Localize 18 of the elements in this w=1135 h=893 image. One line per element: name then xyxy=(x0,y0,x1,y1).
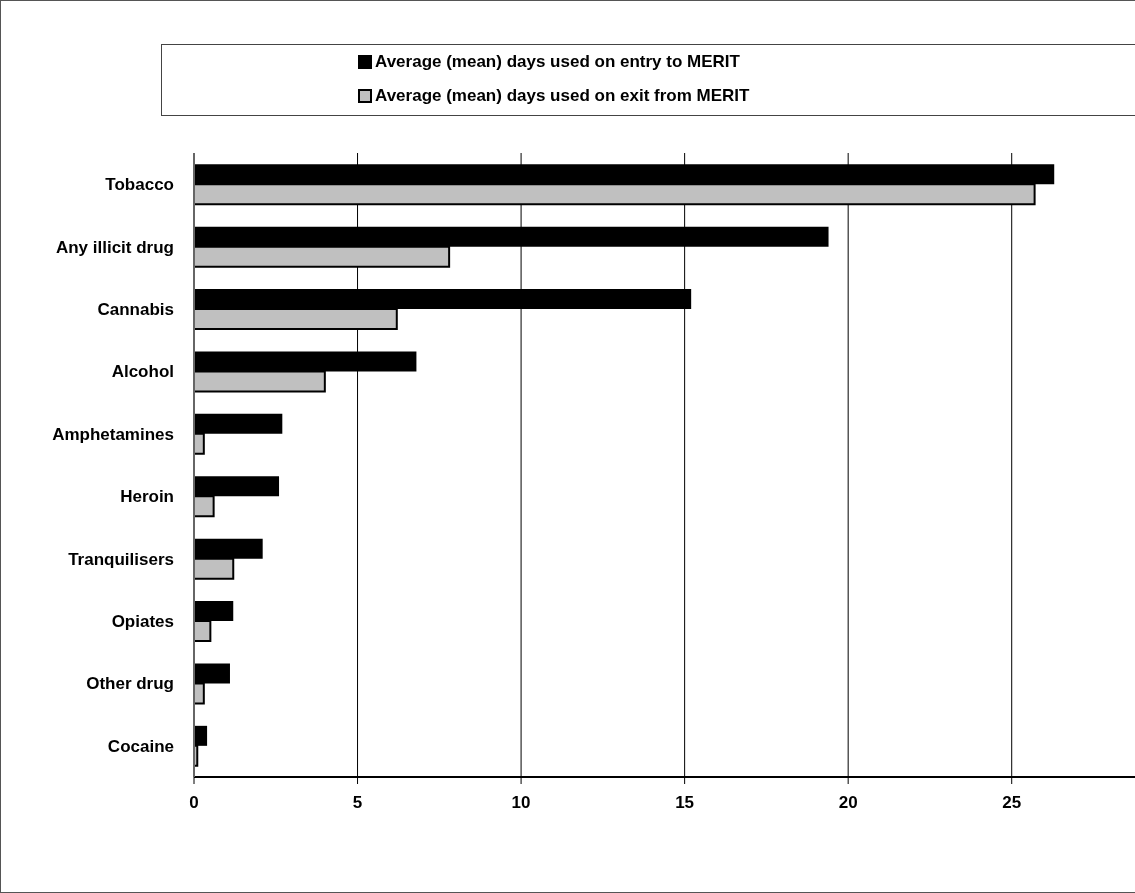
y-tick-label: Amphetamines xyxy=(52,424,174,444)
x-tick-label: 15 xyxy=(675,793,695,813)
y-tick-label: Heroin xyxy=(120,487,174,507)
y-tick-label: Opiates xyxy=(111,612,174,632)
x-tick-label: 25 xyxy=(1002,793,1022,813)
y-tick-label: Cocaine xyxy=(107,736,174,756)
y-tick-label: Alcohol xyxy=(111,362,174,382)
y-tick-label: Tobacco xyxy=(105,175,174,195)
x-tick-label: 5 xyxy=(352,793,363,813)
y-tick-label: Tranquilisers xyxy=(68,549,174,569)
x-tick-label: 0 xyxy=(189,793,199,813)
y-tick-label: Cannabis xyxy=(97,300,174,320)
y-tick-label: Other drug xyxy=(86,674,174,694)
x-tick-label: 20 xyxy=(838,793,858,813)
legend-label: Average (mean) days used on exit from MERIT xyxy=(375,86,750,106)
legend-label: Average (mean) days used on entry to MERIT xyxy=(375,52,740,72)
y-tick-label: Any illicit drug xyxy=(55,237,174,257)
x-tick-label: 10 xyxy=(511,793,531,813)
